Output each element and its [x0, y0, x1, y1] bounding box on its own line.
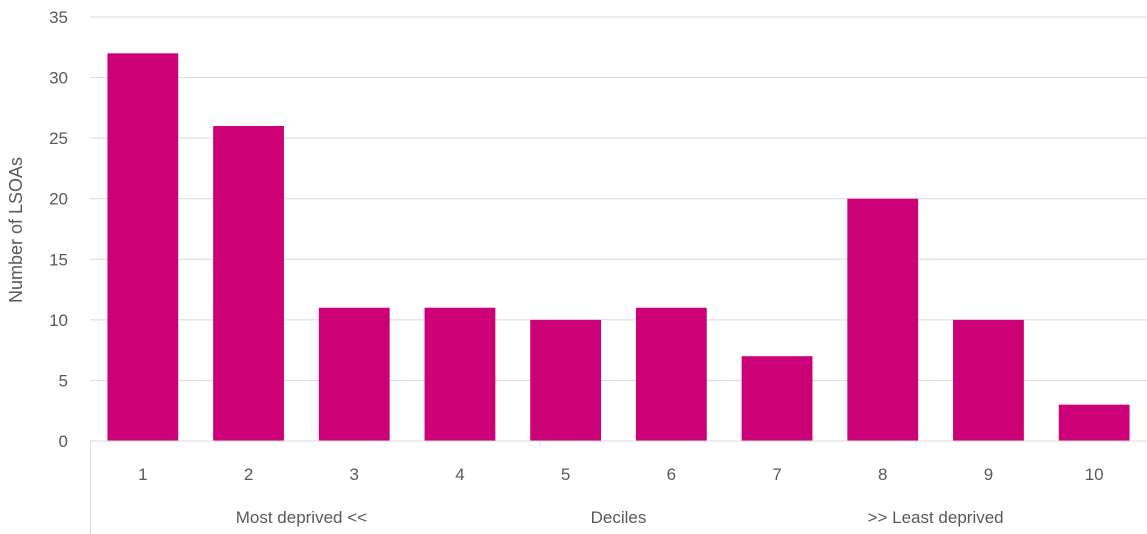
x-group-label: >> Least deprived — [868, 508, 1004, 527]
y-tick-label: 25 — [49, 129, 68, 148]
y-tick-label: 5 — [59, 371, 68, 390]
bar-9 — [953, 319, 1024, 441]
bar-7 — [741, 356, 813, 441]
y-tick-label: 0 — [59, 432, 68, 451]
x-tick-label: 3 — [350, 465, 359, 484]
bar-8 — [847, 198, 919, 441]
x-tick-label: 10 — [1085, 465, 1104, 484]
x-tick-label: 5 — [561, 465, 570, 484]
x-group-label: Most deprived << — [236, 508, 367, 527]
y-tick-label: 35 — [49, 8, 68, 27]
bar-5 — [530, 319, 602, 441]
bar-10 — [1058, 404, 1130, 441]
bar-6 — [635, 307, 707, 441]
y-tick-label: 30 — [49, 69, 68, 88]
bars — [107, 53, 1130, 442]
x-group-label: Deciles — [591, 508, 647, 527]
y-axis-title: Number of LSOAs — [6, 157, 26, 303]
x-tick-label: 8 — [878, 465, 887, 484]
bar-4 — [424, 307, 496, 441]
axes — [90, 440, 1147, 534]
x-tick-label: 9 — [984, 465, 993, 484]
bar-1 — [107, 53, 179, 441]
y-tick-label: 20 — [49, 190, 68, 209]
y-tick-label: 15 — [49, 250, 68, 269]
x-tick-label: 7 — [772, 465, 781, 484]
labels: 0 5 10 15 20 25 30 35 1 2 3 4 5 6 7 8 9 10 Most deprived <… — [49, 8, 1104, 527]
y-tick-label: 10 — [49, 311, 68, 330]
bar-3 — [318, 307, 390, 441]
x-tick-label: 2 — [244, 465, 253, 484]
x-tick-label: 6 — [667, 465, 676, 484]
x-tick-label: 4 — [455, 465, 464, 484]
x-tick-label: 1 — [138, 465, 147, 484]
bar-2 — [213, 126, 284, 442]
